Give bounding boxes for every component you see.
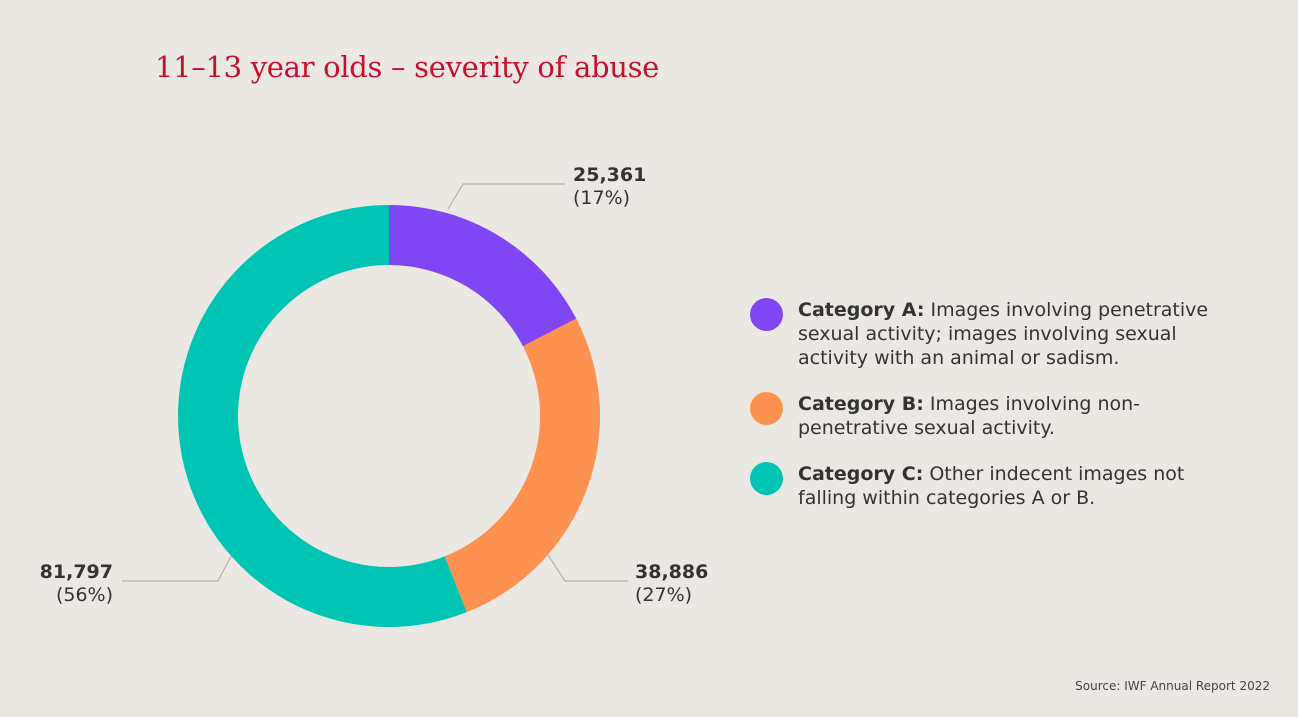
legend-item-category-a: Category A: Images involving penetrative… <box>750 298 1220 370</box>
percent-label-category-c: (56%) <box>55 584 113 606</box>
donut-slice-category-c <box>177 205 467 627</box>
legend-item-category-c: Category C: Other indecent images not fa… <box>750 462 1220 510</box>
leader-line-category-b <box>547 554 628 582</box>
value-label-category-c: 81,797 <box>39 561 113 583</box>
data-label-category-a: 25,361 (17%) <box>573 164 646 210</box>
legend-text-category-a: Category A: Images involving penetrative… <box>798 298 1220 370</box>
legend-swatch-category-a <box>750 298 783 331</box>
legend-text-category-b: Category B: Images involving non-penetra… <box>798 392 1220 440</box>
legend-description-category-b: Images involving non-penetrative sexual … <box>798 393 1141 439</box>
legend-label-category-b: Category B: <box>798 393 924 415</box>
legend-label-category-c: Category C: <box>798 463 924 485</box>
legend-swatch-category-b <box>750 392 783 425</box>
legend-item-category-b: Category B: Images involving non-penetra… <box>750 392 1220 440</box>
legend-swatch-category-c <box>750 462 783 495</box>
chart-legend: Category A: Images involving penetrative… <box>750 298 1220 532</box>
data-label-category-b: 38,886 (27%) <box>635 561 708 607</box>
legend-text-category-c: Category C: Other indecent images not fa… <box>798 462 1220 510</box>
legend-description-category-c: Other indecent images not falling within… <box>798 463 1185 509</box>
value-label-category-b: 38,886 <box>635 561 709 583</box>
donut-slice-category-a <box>389 205 577 347</box>
percent-label-category-a: (17%) <box>573 187 631 209</box>
value-label-category-a: 25,361 <box>573 164 647 186</box>
leader-line-category-c <box>122 555 232 582</box>
legend-label-category-a: Category A: <box>798 299 925 321</box>
data-label-category-c: 81,797 (56%) <box>40 561 113 607</box>
donut-slices <box>177 205 600 627</box>
donut-slice-category-b <box>444 318 600 613</box>
percent-label-category-b: (27%) <box>635 584 693 606</box>
source-note: Source: IWF Annual Report 2022 <box>1075 679 1270 693</box>
leader-line-category-a <box>447 183 565 210</box>
legend-description-category-a: Images involving penetrative sexual acti… <box>798 299 1209 369</box>
chart-title: 11–13 year olds – severity of abuse <box>155 50 660 84</box>
